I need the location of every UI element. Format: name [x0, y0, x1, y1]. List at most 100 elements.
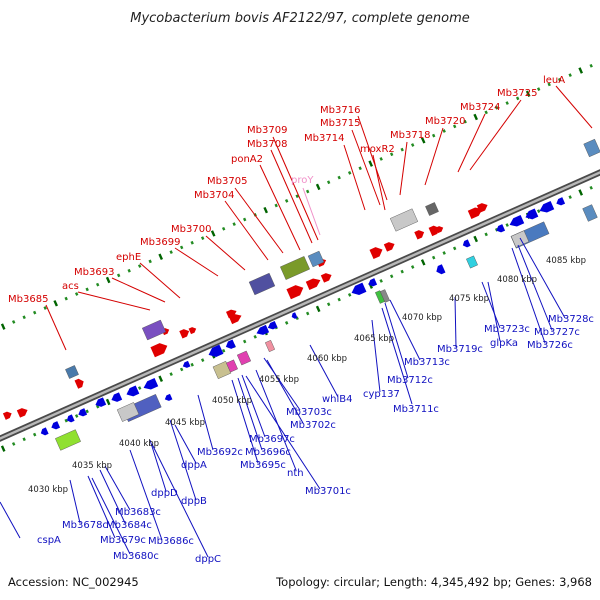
minor-tick	[589, 63, 593, 68]
leader-line	[511, 247, 546, 344]
minor-tick	[221, 348, 226, 353]
minor-tick	[22, 315, 26, 320]
gene-label-glpka[interactable]: glpKa	[490, 338, 518, 349]
gene-label-dppb[interactable]: dppB	[181, 496, 207, 507]
gene-label-mb3680c[interactable]: Mb3680c	[113, 551, 159, 562]
gene-label-mb3686c[interactable]: Mb3686c	[148, 536, 194, 547]
gene-label-mb3725[interactable]: Mb3725	[497, 88, 537, 99]
minor-tick	[305, 311, 310, 316]
gene-label-mb3715[interactable]: Mb3715	[320, 118, 360, 129]
gene-label-mb3719c[interactable]: Mb3719c	[437, 344, 483, 355]
gene-label-whib4[interactable]: whiB4	[322, 394, 353, 405]
leader-line	[234, 187, 284, 254]
gene-block	[380, 289, 390, 303]
gene-label-mb3716[interactable]: Mb3716	[320, 105, 360, 116]
leader-line	[245, 375, 321, 490]
reverse-gene	[556, 197, 566, 206]
leader-line	[357, 115, 388, 201]
gene-label-mb3720[interactable]: Mb3720	[425, 116, 465, 127]
minor-tick	[568, 195, 572, 199]
gene-label-leuA[interactable]: leuA	[543, 75, 565, 86]
minor-tick	[169, 250, 173, 254]
backbone	[0, 169, 600, 442]
gene-label-dppa[interactable]: dppA	[181, 460, 207, 471]
minor-tick	[410, 265, 415, 269]
leader-line	[241, 374, 266, 438]
gene-label-mb3697c[interactable]: Mb3697c	[249, 434, 295, 445]
gene-label-dppc[interactable]: dppC	[195, 554, 221, 565]
gene-label-moxr2[interactable]: moxR2	[360, 144, 395, 155]
gene-label-mb3693[interactable]: Mb3693	[74, 267, 114, 278]
gene-label-mb3702c[interactable]: Mb3702c	[290, 420, 336, 431]
leader-line	[231, 379, 259, 464]
reverse-gene	[436, 264, 446, 275]
leader-line	[77, 291, 151, 311]
gene-label-mb3728c[interactable]: Mb3728c	[548, 314, 594, 325]
leader-line	[263, 357, 301, 411]
minor-tick	[127, 268, 131, 273]
scale-label-4080: 4080 kbp	[497, 275, 537, 285]
gene-label-cyp137[interactable]: cyp137	[363, 389, 400, 400]
gene-label-mb3684c[interactable]: Mb3684c	[106, 520, 152, 531]
gene-label-mb3699[interactable]: Mb3699	[140, 237, 180, 248]
gene-label-dppd[interactable]: dppD	[151, 488, 178, 499]
gene-label-mb3708[interactable]: Mb3708	[247, 139, 287, 150]
leader-lines	[0, 85, 593, 558]
scale-label-4035: 4035 kbp	[72, 461, 112, 471]
gene-label-mb3692c[interactable]: Mb3692c	[197, 447, 243, 458]
gene-label-mb3713c[interactable]: Mb3713c	[404, 357, 450, 368]
gene-block	[226, 359, 238, 373]
gene-label-proy[interactable]: proY	[291, 175, 314, 186]
minor-tick	[200, 358, 205, 362]
minor-tick	[11, 442, 16, 446]
leader-line	[139, 262, 181, 299]
gene-label-mb3701c[interactable]: Mb3701c	[305, 486, 351, 497]
forward-gene	[179, 329, 190, 339]
gene-label-pona2[interactable]: ponA2	[231, 154, 263, 165]
minor-tick	[442, 251, 446, 255]
reverse-gene	[291, 312, 298, 319]
gene-label-mb3705[interactable]: Mb3705	[207, 176, 247, 187]
gene-label-mb3724[interactable]: Mb3724	[460, 102, 500, 113]
gene-label-mb3700[interactable]: Mb3700	[171, 224, 211, 235]
major-tick	[210, 230, 216, 237]
leader-line	[343, 144, 366, 211]
gene-label-mb3723c[interactable]: Mb3723c	[484, 324, 530, 335]
gene-label-mb3679c[interactable]: Mb3679c	[100, 535, 146, 546]
gene-label-cspa[interactable]: cspA	[37, 535, 61, 546]
reverse-gene	[126, 385, 140, 397]
reverse-gene	[256, 324, 270, 335]
minor-tick	[389, 152, 394, 157]
minor-tick	[326, 180, 331, 185]
minor-tick	[337, 297, 341, 302]
reverse-gene	[525, 208, 539, 220]
gene-label-mb3704[interactable]: Mb3704	[194, 190, 234, 201]
gene-label-mb3685[interactable]: Mb3685	[8, 294, 48, 305]
gene-label-mb3709[interactable]: Mb3709	[247, 125, 287, 136]
gene-label-mb3696c[interactable]: Mb3696c	[245, 447, 291, 458]
gene-label-mb3727c[interactable]: Mb3727c	[534, 327, 580, 338]
major-tick	[263, 206, 268, 214]
gene-label-mb3718[interactable]: Mb3718	[390, 130, 430, 141]
gene-label-mb3726c[interactable]: Mb3726c	[527, 340, 573, 351]
reverse-gene	[351, 282, 367, 295]
gene-label-mb3714[interactable]: Mb3714	[304, 133, 344, 144]
gene-label-mb3695c[interactable]: Mb3695c	[240, 460, 286, 471]
gene-label-ephe[interactable]: ephE	[116, 252, 141, 263]
gene-label-mb3683c[interactable]: Mb3683c	[115, 507, 161, 518]
gene-label-mb3712c[interactable]: Mb3712c	[387, 375, 433, 386]
minor-tick	[484, 110, 488, 115]
forward-gene	[2, 411, 12, 420]
gene-label-mb3703c[interactable]: Mb3703c	[286, 407, 332, 418]
leader-line	[174, 247, 219, 277]
minor-tick	[431, 133, 436, 138]
leader-line	[169, 419, 197, 501]
leader-line	[469, 99, 522, 171]
gene-label-acs[interactable]: acs	[62, 281, 79, 292]
minor-tick	[589, 185, 593, 190]
gene-label-mb3678c[interactable]: Mb3678c	[62, 520, 108, 531]
gene-label-nth[interactable]: nth	[287, 468, 304, 479]
minor-tick	[148, 259, 152, 264]
gene-label-mb3711c[interactable]: Mb3711c	[393, 404, 439, 415]
scale-label-4040: 4040 kbp	[119, 439, 159, 449]
